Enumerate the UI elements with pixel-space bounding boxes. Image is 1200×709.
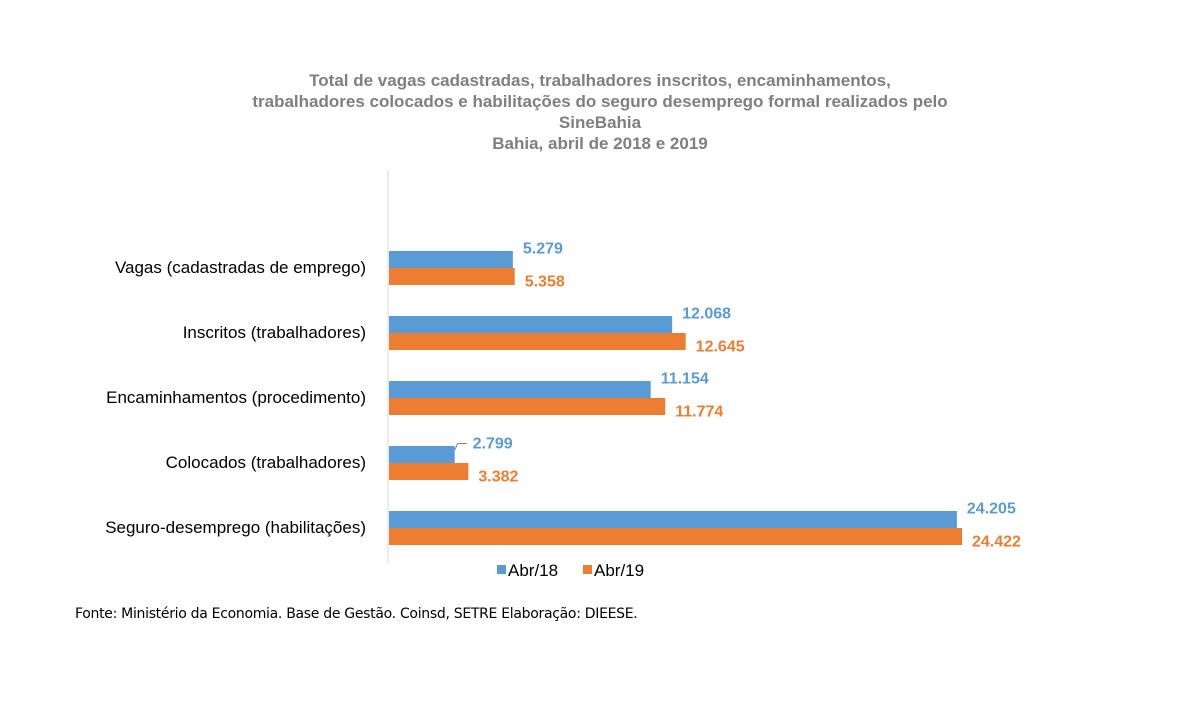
leader-line xyxy=(454,443,467,451)
legend-label: Abr/19 xyxy=(594,561,644,580)
category-label: Vagas (cadastradas de emprego) xyxy=(115,258,366,277)
data-label: 24.205 xyxy=(967,501,1016,518)
data-label: 5.279 xyxy=(523,241,563,258)
chart-title-line: SineBahia xyxy=(558,113,642,132)
data-label: 2.799 xyxy=(473,436,513,453)
bar-abr-18 xyxy=(389,381,651,398)
source-note: Fonte: Ministério da Economia. Base de G… xyxy=(75,606,638,622)
bar-abr-19 xyxy=(389,463,469,480)
category-label: Colocados (trabalhadores) xyxy=(166,453,366,472)
chart-title-line: Bahia, abril de 2018 e 2019 xyxy=(492,134,708,153)
data-label: 12.068 xyxy=(682,306,731,323)
bar-abr-19 xyxy=(389,333,686,350)
bar-abr-19 xyxy=(389,268,515,285)
legend-label: Abr/18 xyxy=(508,561,558,580)
chart-title-line: trabalhadores colocados e habilitações d… xyxy=(252,92,948,111)
category-label: Seguro-desemprego (habilitações) xyxy=(105,518,366,537)
bar-abr-18 xyxy=(389,511,957,528)
chart-title: Total de vagas cadastradas, trabalhadore… xyxy=(0,70,1200,154)
legend-swatch xyxy=(583,565,592,574)
data-label: 3.382 xyxy=(478,469,518,486)
data-label: 24.422 xyxy=(972,534,1021,551)
bar-abr-18 xyxy=(389,446,455,463)
data-label: 11.774 xyxy=(675,404,723,421)
data-label: 5.358 xyxy=(525,274,565,291)
bar-abr-18 xyxy=(389,316,673,333)
bar-abr-18 xyxy=(389,251,513,268)
legend-swatch xyxy=(497,565,506,574)
data-label: 12.645 xyxy=(696,339,745,356)
category-label: Encaminhamentos (procedimento) xyxy=(106,388,366,407)
bar-abr-19 xyxy=(389,398,666,415)
bar-abr-19 xyxy=(389,528,962,545)
data-label: 11.154 xyxy=(661,371,709,388)
chart-title-line: Total de vagas cadastradas, trabalhadore… xyxy=(309,71,891,90)
category-label: Inscritos (trabalhadores) xyxy=(183,323,366,342)
